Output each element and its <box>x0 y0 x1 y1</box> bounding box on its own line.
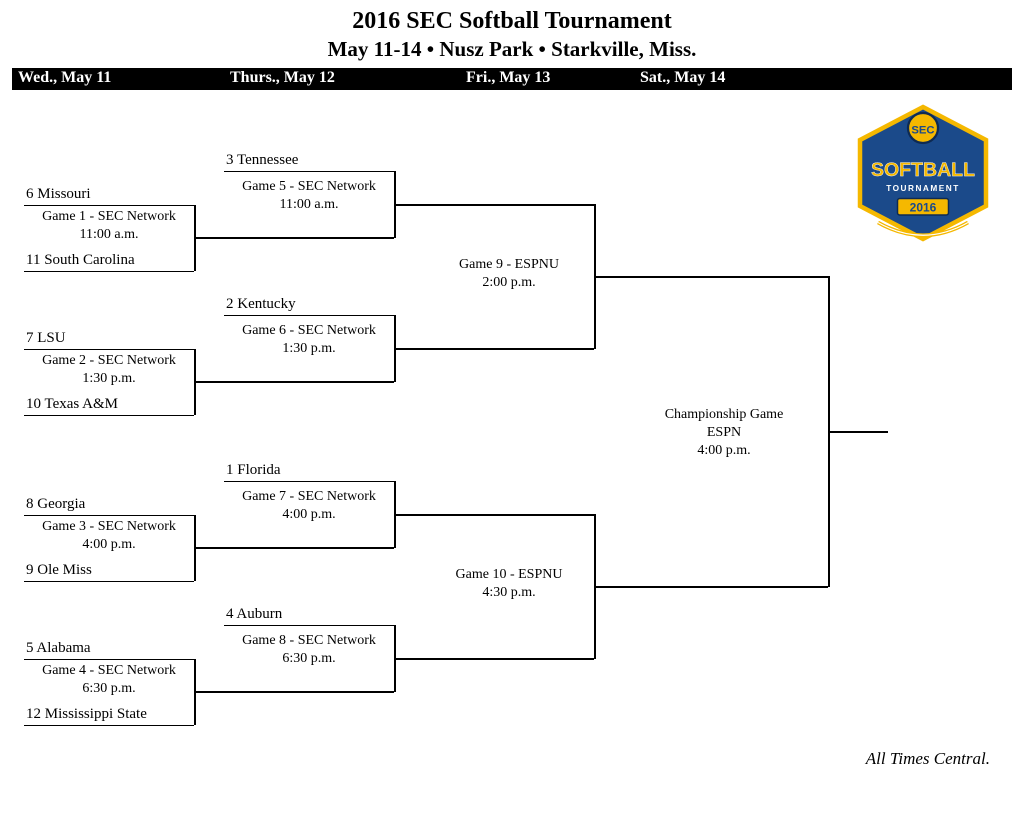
game-label: Game 9 - ESPNU 2:00 p.m. <box>424 256 594 292</box>
date-header-bar: Wed., May 11 Thurs., May 12 Fri., May 13… <box>12 68 1012 90</box>
game-label: Game 2 - SEC Network 1:30 p.m. <box>24 352 194 388</box>
game-network: Game 2 - SEC Network <box>24 352 194 370</box>
team-slot: 12 Mississippi State <box>24 704 194 726</box>
game-time: 2:00 p.m. <box>424 274 594 292</box>
game-time: 1:30 p.m. <box>24 370 194 388</box>
game-network: Game 3 - SEC Network <box>24 518 194 536</box>
team-slot: 7 LSU <box>24 328 194 350</box>
game-time: 4:30 p.m. <box>424 584 594 602</box>
game-network: Game 9 - ESPNU <box>424 256 594 274</box>
game-time: 4:00 p.m. <box>24 536 194 554</box>
team-slot: 2 Kentucky <box>224 294 394 316</box>
final-title: Championship Game <box>628 406 820 424</box>
svg-text:SOFTBALL: SOFTBALL <box>871 159 975 181</box>
game-label: Game 6 - SEC Network 1:30 p.m. <box>224 322 394 358</box>
date-col-4: Sat., May 14 <box>640 69 725 87</box>
game-label: Game 7 - SEC Network 4:00 p.m. <box>224 488 394 524</box>
game-time: 6:30 p.m. <box>224 650 394 668</box>
game-network: Game 5 - SEC Network <box>224 178 394 196</box>
game-label: Game 3 - SEC Network 4:00 p.m. <box>24 518 194 554</box>
game-time: 11:00 a.m. <box>224 196 394 214</box>
game-network: Game 4 - SEC Network <box>24 662 194 680</box>
team-slot: 4 Auburn <box>224 604 394 626</box>
game-network: Game 10 - ESPNU <box>424 566 594 584</box>
team-slot: 9 Ole Miss <box>24 560 194 582</box>
page-title: 2016 SEC Softball Tournament <box>0 8 1024 35</box>
game-label: Game 1 - SEC Network 11:00 a.m. <box>24 208 194 244</box>
timezone-note: All Times Central. <box>866 749 990 769</box>
game-network: Game 1 - SEC Network <box>24 208 194 226</box>
game-time: 1:30 p.m. <box>224 340 394 358</box>
final-network: ESPN <box>628 424 820 442</box>
svg-text:TOURNAMENT: TOURNAMENT <box>886 184 960 193</box>
game-label: Game 4 - SEC Network 6:30 p.m. <box>24 662 194 698</box>
final-time: 4:00 p.m. <box>628 442 820 460</box>
game-network: Game 8 - SEC Network <box>224 632 394 650</box>
team-slot: 11 South Carolina <box>24 250 194 272</box>
date-col-3: Fri., May 13 <box>466 69 550 87</box>
team-slot: 8 Georgia <box>24 494 194 516</box>
team-slot: 5 Alabama <box>24 638 194 660</box>
game-time: 11:00 a.m. <box>24 226 194 244</box>
svg-text:SEC: SEC <box>911 124 934 136</box>
svg-text:2016: 2016 <box>910 200 937 214</box>
game-time: 6:30 p.m. <box>24 680 194 698</box>
game-label: Game 10 - ESPNU 4:30 p.m. <box>424 566 594 602</box>
championship-label: Championship Game ESPN 4:00 p.m. <box>628 406 820 461</box>
team-slot: 1 Florida <box>224 460 394 482</box>
team-slot: 3 Tennessee <box>224 150 394 172</box>
team-slot: 10 Texas A&M <box>24 394 194 416</box>
game-label: Game 8 - SEC Network 6:30 p.m. <box>224 632 394 668</box>
page-subtitle: May 11-14 • Nusz Park • Starkville, Miss… <box>0 37 1024 62</box>
date-col-1: Wed., May 11 <box>18 69 111 87</box>
game-network: Game 7 - SEC Network <box>224 488 394 506</box>
game-time: 4:00 p.m. <box>224 506 394 524</box>
game-network: Game 6 - SEC Network <box>224 322 394 340</box>
game-label: Game 5 - SEC Network 11:00 a.m. <box>224 178 394 214</box>
date-col-2: Thurs., May 12 <box>230 69 335 87</box>
team-slot: 6 Missouri <box>24 184 194 206</box>
sec-softball-logo: SEC SOFTBALL TOURNAMENT 2016 <box>848 98 998 248</box>
